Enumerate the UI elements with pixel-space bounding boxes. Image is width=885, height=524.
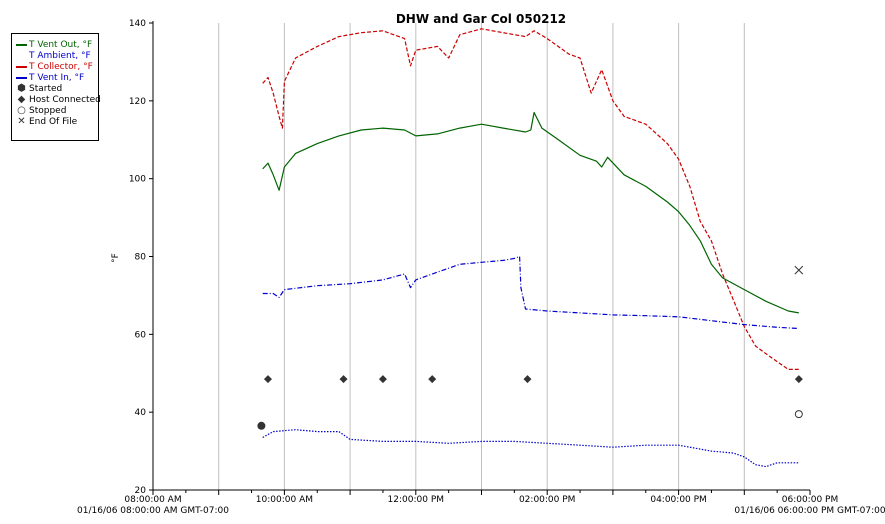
y-tick-label: 120	[129, 97, 146, 107]
legend-label: T Vent Out, °F	[29, 40, 93, 50]
y-tick-label: 100	[129, 175, 146, 185]
event-marker-cross	[794, 265, 804, 275]
legend-item: ◆ Host Connected	[16, 93, 101, 106]
event-marker-diamond	[378, 375, 387, 384]
legend-swatch	[16, 74, 27, 82]
chart-title: DHW and Gar Col 050212	[396, 12, 566, 26]
x-tick-label: 04:00:00 PM	[650, 495, 706, 505]
event-marker-diamond	[428, 375, 437, 384]
series-line-1	[262, 111, 799, 314]
legend: T Vent Out, °F T Ambient, °F T Collector, …	[11, 33, 101, 141]
legend-item: ○ Stopped	[16, 104, 67, 117]
x-start-label: 01/16/06 08:00:00 AM GMT-07:00	[77, 506, 229, 516]
x-tick-label: 12:00:00 PM	[388, 495, 444, 505]
event-marker-circle	[794, 410, 803, 419]
legend-item: T Collector, °F	[16, 62, 93, 73]
x-tick-label: 02:00:00 PM	[519, 495, 575, 505]
legend-symbol-icon: ○	[17, 104, 26, 116]
legend-label: Stopped	[29, 106, 67, 116]
y-tick-label: 80	[135, 253, 147, 263]
event-marker-diamond	[339, 375, 348, 384]
legend-symbol-icon: ✕	[17, 115, 26, 127]
legend-label: T Vent In, °F	[29, 73, 85, 83]
y-tick-label: 140	[129, 19, 146, 29]
legend-label: Started	[29, 84, 63, 94]
axes: 20 40 60 80 100 120 140 08:00:00 AM 10:00:00 AM 1…	[77, 19, 885, 516]
event-marker-diamond	[263, 375, 272, 384]
x-tick-label: 06:00:00 PM	[782, 495, 838, 505]
legend-item: ✕ End Of File	[16, 115, 78, 128]
legend-item: ⬢ Started	[16, 82, 63, 95]
event-markers	[257, 265, 804, 430]
event-marker-diamond	[523, 375, 532, 384]
event-marker-diamond	[794, 375, 803, 384]
legend-symbol-icon: ⬢	[17, 82, 26, 94]
legend-item: T Vent In, °F	[16, 73, 84, 84]
legend-label: T Collector, °F	[29, 62, 93, 72]
y-tick-label: 40	[135, 408, 147, 418]
x-tick-label: 10:00:00 AM	[256, 495, 313, 505]
series-line-3	[262, 28, 799, 370]
y-axis-label: °F	[111, 253, 121, 263]
y-tick-label: 60	[135, 330, 147, 340]
legend-item: T Ambient, °F	[16, 51, 91, 62]
series-line-4	[262, 255, 799, 330]
series-lines	[262, 28, 799, 468]
legend-label: Host Connected	[29, 95, 101, 105]
event-marker-hexagon	[257, 421, 266, 430]
legend-item: T Vent Out, °F	[16, 40, 92, 51]
x-tick-label: 08:00:00 AM	[124, 495, 181, 505]
y-tick-label: 20	[135, 486, 147, 496]
legend-swatch	[16, 41, 27, 49]
legend-label: T Ambient, °F	[29, 51, 91, 61]
legend-swatch	[16, 52, 27, 60]
x-end-label: 01/16/06 06:00:00 PM GMT-07:00	[734, 506, 885, 516]
legend-label: End Of File	[29, 117, 78, 127]
legend-swatch	[16, 63, 27, 71]
series-line-2	[262, 429, 799, 468]
legend-symbol-icon: ◆	[17, 93, 26, 105]
grid-lines	[218, 23, 745, 490]
